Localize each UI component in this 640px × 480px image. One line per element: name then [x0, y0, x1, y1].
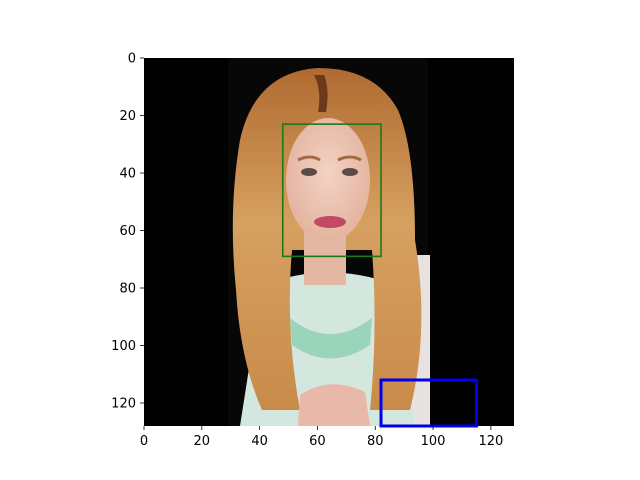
y-tick-label: 20: [119, 109, 136, 124]
necklace: [290, 318, 372, 359]
x-tick-label: 80: [367, 434, 384, 449]
y-tick-label: 120: [111, 397, 136, 412]
y-tick-label: 40: [119, 167, 136, 182]
x-tick-label: 0: [140, 434, 148, 449]
x-tick-label: 60: [309, 434, 326, 449]
right-eye: [342, 168, 358, 176]
hair-parting: [314, 75, 328, 112]
x-axis-ticks: 0 20 40 60 80 100 120: [140, 426, 503, 449]
y-tick-label: 100: [111, 339, 136, 354]
left-eye: [301, 168, 317, 176]
y-tick-label: 60: [119, 224, 136, 239]
hands: [298, 384, 370, 426]
y-axis-ticks: 0 20 40 60 80 100 120: [111, 52, 144, 412]
x-tick-label: 100: [421, 434, 446, 449]
face: [286, 118, 370, 242]
face-box: [281, 123, 382, 258]
portrait-photo: [144, 58, 514, 426]
hand-box: [379, 378, 478, 428]
lips: [314, 216, 346, 228]
left-brow: [297, 155, 321, 162]
x-tick-label: 120: [478, 434, 503, 449]
y-tick-label: 80: [119, 282, 136, 297]
right-brow: [337, 155, 362, 162]
x-tick-label: 20: [194, 434, 211, 449]
x-tick-label: 40: [251, 434, 268, 449]
y-tick-label: 0: [128, 52, 136, 67]
